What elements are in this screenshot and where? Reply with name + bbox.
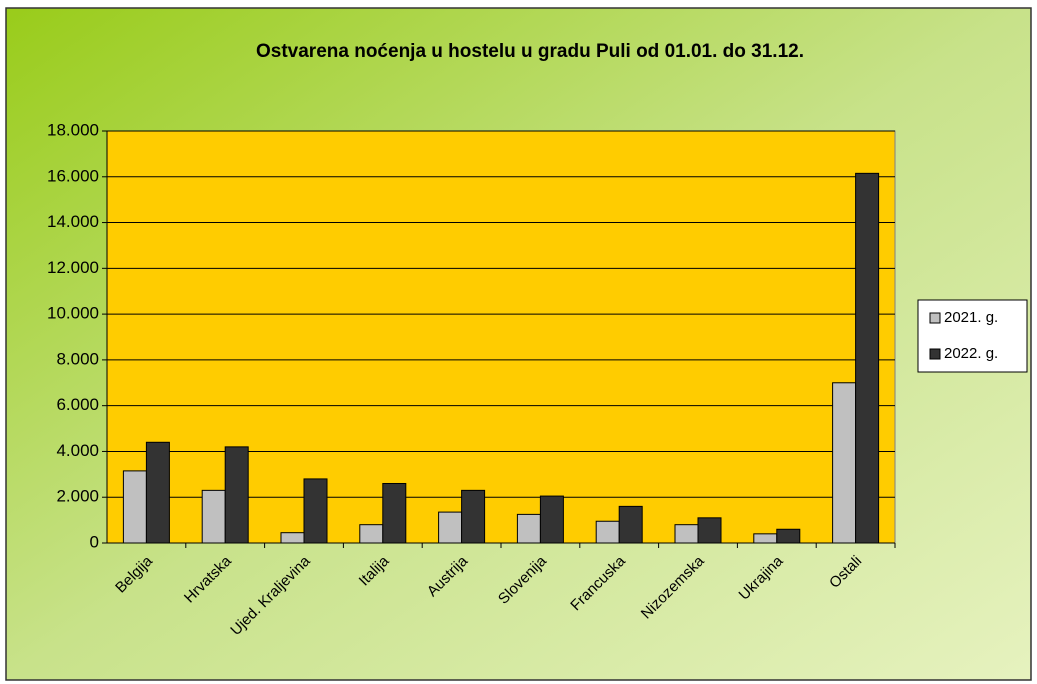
y-tick-label: 18.000 [47,120,99,139]
bar [674,524,699,544]
bar [303,478,328,544]
bar [359,524,384,544]
bar [776,528,801,544]
y-tick-label: 6.000 [56,395,99,414]
y-tick-label: 2.000 [56,487,99,506]
bar [618,505,643,544]
bar [461,489,486,544]
bar [539,495,564,544]
legend-box [917,299,1028,373]
bar [280,532,305,544]
legend-swatch [929,348,941,360]
bar [595,520,620,544]
bar [382,482,407,544]
y-tick-label: 0 [90,532,99,551]
y-tick-label: 14.000 [47,212,99,231]
y-tick-label: 8.000 [56,349,99,368]
bar [224,446,249,544]
legend-swatch [929,312,941,324]
y-tick-label: 16.000 [47,166,99,185]
bar [516,513,541,544]
bar [438,511,463,544]
y-tick-label: 10.000 [47,304,99,323]
y-tick-label: 12.000 [47,258,99,277]
bar [201,489,226,544]
bar [145,441,170,544]
legend-label: 2021. g. [944,309,998,326]
chart-title: Ostvarena noćenja u hostelu u gradu Puli… [256,41,804,62]
bar [855,172,880,544]
y-tick-label: 4.000 [56,441,99,460]
legend-label: 2022. g. [944,345,998,362]
bar [832,382,857,544]
bar [697,517,722,544]
bar [122,470,147,544]
bar [753,533,778,544]
